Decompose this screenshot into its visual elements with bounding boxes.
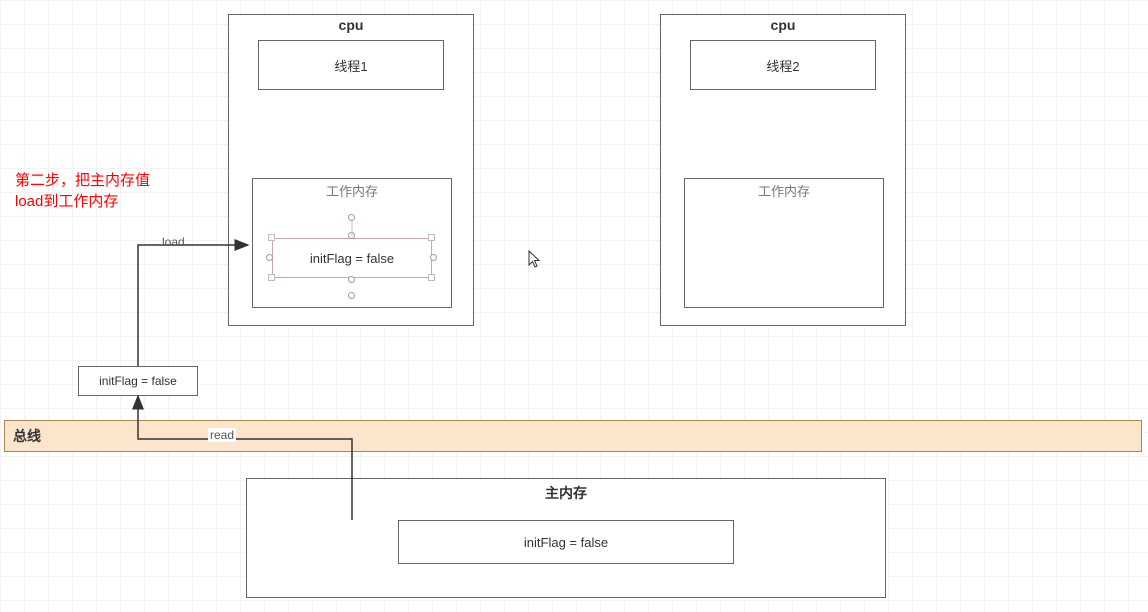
cpu1-workmem-label: 工作内存 (253, 181, 451, 200)
cpu2-thread-box: 线程2 (690, 40, 876, 90)
bus-label: 总线 (13, 426, 41, 446)
selection-rotate-icon[interactable] (348, 214, 355, 221)
intermediate-flag-label: initFlag = false (99, 374, 177, 388)
cpu1-thread-label: 线程1 (334, 56, 367, 75)
selection-mid-icon[interactable] (348, 232, 355, 239)
cpu1-flag-label: initFlag = false (310, 251, 394, 266)
selection-handle-icon[interactable] (268, 274, 275, 281)
selection-handle-icon[interactable] (268, 234, 275, 241)
bus-bar: 总线 (4, 420, 1142, 452)
cpu1-thread-box: 线程1 (258, 40, 444, 90)
selection-extra-icon[interactable] (348, 292, 355, 299)
cpu2-workmem-label: 工作内存 (685, 181, 883, 200)
load-label: load (160, 235, 187, 249)
main-memory-flag-box: initFlag = false (398, 520, 734, 564)
cursor-icon (528, 250, 544, 275)
selection-handle-icon[interactable] (428, 234, 435, 241)
annotation-line2: load到工作内存 (15, 191, 150, 212)
cpu2-thread-label: 线程2 (766, 56, 799, 75)
cpu1-title: cpu (229, 17, 473, 33)
main-memory-title: 主内存 (247, 483, 885, 503)
annotation-line1: 第二步，把主内存值 (15, 170, 150, 191)
step-annotation: 第二步，把主内存值 load到工作内存 (15, 170, 150, 212)
cpu2-workmem-box: 工作内存 (684, 178, 884, 308)
main-memory-flag-label: initFlag = false (524, 535, 608, 550)
selection-mid-icon[interactable] (348, 276, 355, 283)
selection-handle-icon[interactable] (428, 274, 435, 281)
selection-mid-icon[interactable] (266, 254, 273, 261)
selection-mid-icon[interactable] (430, 254, 437, 261)
read-label: read (208, 428, 236, 442)
cpu2-title: cpu (661, 17, 905, 33)
cpu1-flag-box[interactable]: initFlag = false (272, 238, 432, 278)
intermediate-flag-box: initFlag = false (78, 366, 198, 396)
